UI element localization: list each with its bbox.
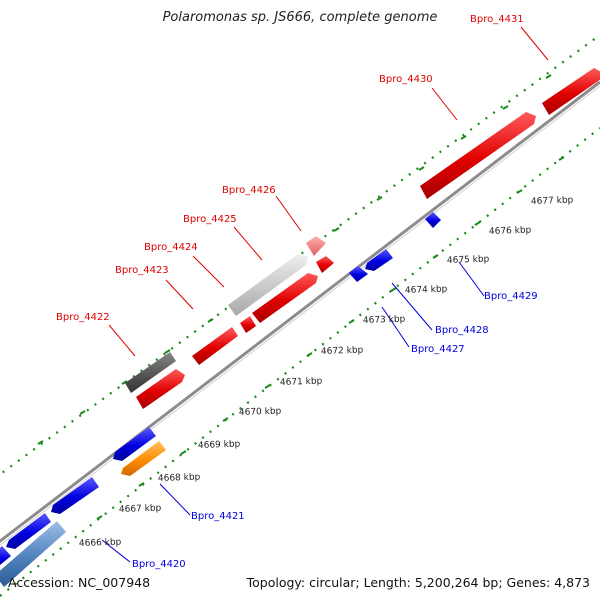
- tick-label: 4667 kbp: [119, 504, 162, 515]
- gene-label-bpro-4421[interactable]: Bpro_4421: [191, 511, 245, 522]
- gene-label-bpro-4425[interactable]: Bpro_4425: [183, 214, 237, 225]
- map-title: Polaromonas sp. JS666, complete genome: [162, 10, 438, 25]
- gene-arrow-forward[interactable]: [136, 369, 185, 409]
- gene-arrow-forward[interactable]: [228, 254, 308, 316]
- tick-label: 4671 kbp: [280, 377, 323, 388]
- label-leader-lines: [101, 26, 549, 563]
- gene-arrow-forward[interactable]: [420, 112, 536, 199]
- gene-arrow-reverse[interactable]: [113, 427, 156, 461]
- tick-label: 4668 kbp: [158, 473, 201, 484]
- gene-arrow-reverse[interactable]: [0, 521, 66, 587]
- gene-arrow-forward[interactable]: [125, 352, 176, 393]
- gene-label-bpro-4423[interactable]: Bpro_4423: [115, 265, 169, 276]
- inner-guide-ring: [0, 127, 600, 597]
- gene-label-bpro-4422[interactable]: Bpro_4422: [56, 312, 110, 323]
- tick-label: 4675 kbp: [447, 255, 490, 266]
- genome-backbone: [0, 80, 600, 546]
- reverse-strand-genes: [0, 212, 441, 587]
- gene-label-bpro-4426[interactable]: Bpro_4426: [222, 185, 276, 196]
- gene-label-bpro-4428[interactable]: Bpro_4428: [435, 325, 489, 336]
- gene-arrow-forward[interactable]: [542, 68, 600, 115]
- gene-arrow-forward[interactable]: [240, 316, 256, 333]
- gene-arrow-reverse[interactable]: [425, 212, 441, 228]
- gene-arrow-reverse[interactable]: [51, 477, 99, 514]
- forward-gene-labels: Bpro_4422 Bpro_4423 Bpro_4424 Bpro_4425 …: [56, 14, 524, 323]
- gene-label-bpro-4420[interactable]: Bpro_4420: [132, 559, 186, 570]
- gene-label-bpro-4429[interactable]: Bpro_4429: [484, 291, 538, 302]
- genome-summary: Topology: circular; Length: 5,200,264 bp…: [246, 575, 590, 590]
- gene-arrow-forward[interactable]: [252, 273, 318, 323]
- gene-arrow-forward[interactable]: [306, 236, 326, 256]
- tick-label: 4669 kbp: [198, 440, 241, 451]
- tick-label: 4666 kbp: [79, 538, 122, 549]
- gene-arrow-forward[interactable]: [192, 327, 238, 365]
- gene-arrow-reverse[interactable]: [0, 546, 11, 569]
- gene-label-bpro-4430[interactable]: Bpro_4430: [379, 74, 433, 85]
- tick-label: 4670 kbp: [239, 407, 282, 418]
- gene-arrow-forward[interactable]: [316, 256, 334, 273]
- forward-strand-genes: [125, 68, 600, 409]
- outer-guide-ring: [0, 34, 600, 476]
- reverse-gene-labels: Bpro_4420 Bpro_4421 Bpro_4427 Bpro_4428 …: [132, 291, 538, 570]
- tick-label: 4676 kbp: [489, 226, 532, 237]
- gene-arrow-reverse[interactable]: [6, 513, 51, 549]
- gene-label-bpro-4427[interactable]: Bpro_4427: [411, 344, 465, 355]
- tick-labels: 4666 kbp 4667 kbp 4668 kbp 4669 kbp 4670…: [79, 196, 574, 549]
- gene-label-bpro-4431[interactable]: Bpro_4431: [470, 14, 524, 25]
- gene-arrow-reverse[interactable]: [365, 249, 393, 271]
- tick-marks: [37, 74, 565, 520]
- tick-label: 4673 kbp: [363, 315, 406, 326]
- accession-label: Accession: NC_007948: [8, 575, 151, 590]
- gene-label-bpro-4424[interactable]: Bpro_4424: [144, 242, 198, 253]
- tick-label: 4677 kbp: [531, 196, 574, 207]
- tick-label: 4674 kbp: [405, 285, 448, 296]
- gene-arrow-reverse[interactable]: [349, 266, 368, 282]
- tick-label: 4672 kbp: [321, 346, 364, 357]
- gene-arrow-reverse[interactable]: [121, 441, 166, 476]
